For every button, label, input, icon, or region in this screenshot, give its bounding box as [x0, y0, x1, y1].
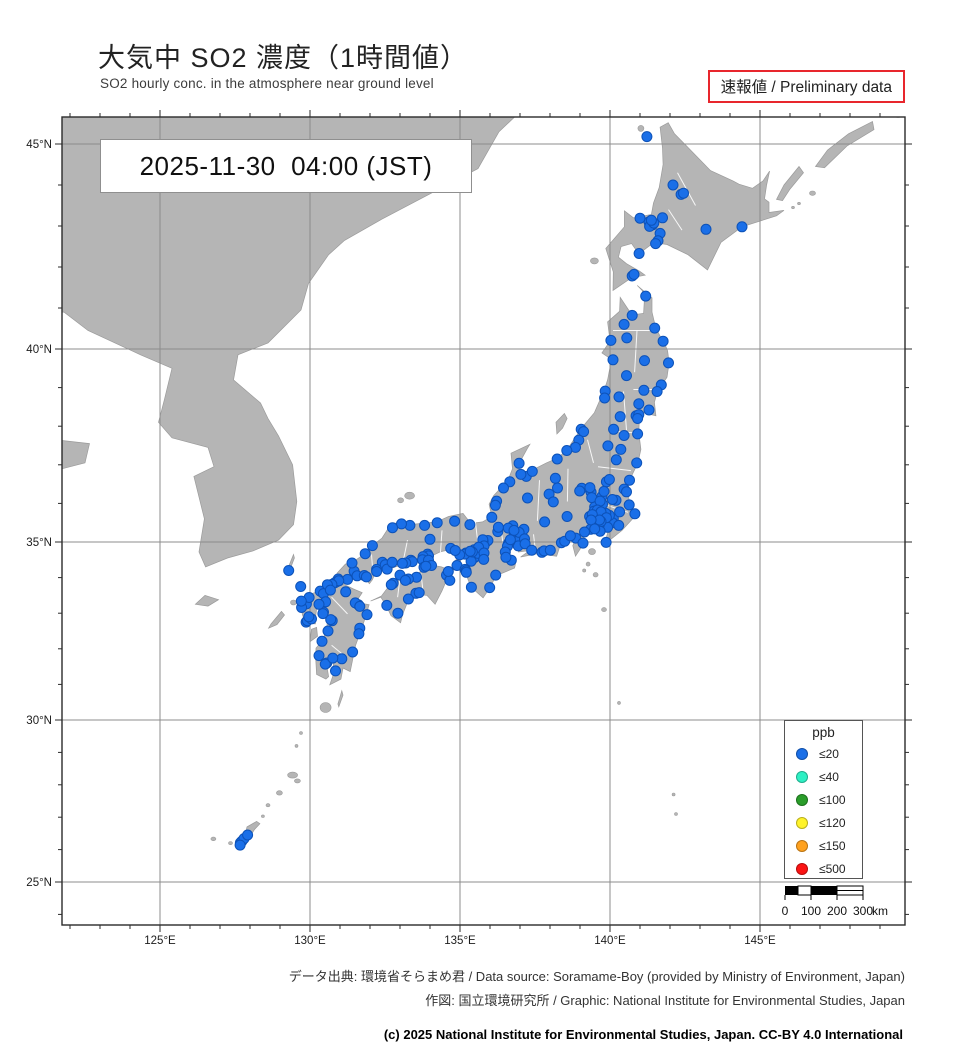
legend-item: ≤40 [785, 765, 862, 788]
legend-item-label: ≤40 [819, 769, 839, 784]
svg-text:km: km [872, 904, 888, 918]
legend-dot-icon [796, 793, 808, 806]
svg-text:125°E: 125°E [144, 935, 176, 947]
page-title: 大気中 SO2 濃度（1時間値） [98, 43, 469, 73]
legend-item: ≤120 [785, 811, 862, 834]
legend-item: ≤150 [785, 834, 862, 857]
svg-text:100: 100 [801, 904, 821, 918]
svg-text:135°E: 135°E [444, 935, 476, 947]
svg-text:35°N: 35°N [26, 537, 52, 549]
svg-text:145°E: 145°E [744, 935, 776, 947]
svg-text:30°N: 30°N [26, 715, 52, 727]
preliminary-data-badge: 速報値 / Preliminary data [707, 70, 905, 103]
legend-item-label: ≤100 [819, 792, 846, 807]
legend-item-label: ≤500 [819, 861, 846, 876]
legend-items: ≤20 ≤40 ≤100 ≤120 ≤150 ≤500 [785, 742, 862, 880]
footer-graphic-credit: 作図: 国立環境研究所 / Graphic: National Institut… [425, 993, 905, 1008]
legend-item: ≤100 [785, 788, 862, 811]
legend-dot-icon [796, 816, 808, 829]
legend-item: ≤20 [785, 742, 862, 765]
timestamp-box: 2025-11-30 04:00 (JST) [100, 139, 472, 193]
svg-text:140°E: 140°E [594, 935, 626, 947]
page-subtitle: SO2 hourly conc. in the atmosphere near … [100, 76, 434, 91]
legend-dot-icon [796, 839, 808, 852]
axis-ticks [55, 110, 912, 932]
svg-text:130°E: 130°E [294, 935, 326, 947]
svg-text:300: 300 [853, 904, 873, 918]
legend-title: ppb [812, 725, 835, 740]
map-frame [61, 116, 906, 926]
legend-item-label: ≤120 [819, 815, 846, 830]
legend: ppb ≤20 ≤40 ≤100 ≤120 ≤150 ≤500 [784, 720, 863, 879]
svg-text:45°N: 45°N [26, 139, 52, 151]
svg-text:0: 0 [782, 904, 789, 918]
legend-dot-icon [796, 862, 808, 875]
legend-dot-icon [796, 747, 808, 760]
svg-text:25°N: 25°N [26, 877, 52, 889]
svg-text:40°N: 40°N [26, 344, 52, 356]
legend-item-label: ≤20 [819, 746, 839, 761]
footer-copyright: (c) 2025 National Institute for Environm… [383, 1027, 903, 1042]
land-layer [62, 117, 901, 849]
svg-text:200: 200 [827, 904, 847, 918]
legend-item-label: ≤150 [819, 838, 846, 853]
axis-labels: 125°E 130°E 135°E 140°E 145°E 25°N 30°N 35°N 40°… [26, 139, 776, 947]
legend-dot-icon [796, 770, 808, 783]
stations-layer [234, 131, 748, 851]
legend-item: ≤500 [785, 857, 862, 880]
footer-data-source: データ出典: 環境省そらまめ君 / Data source: Soramame-… [288, 969, 905, 984]
map-layers [62, 117, 905, 925]
